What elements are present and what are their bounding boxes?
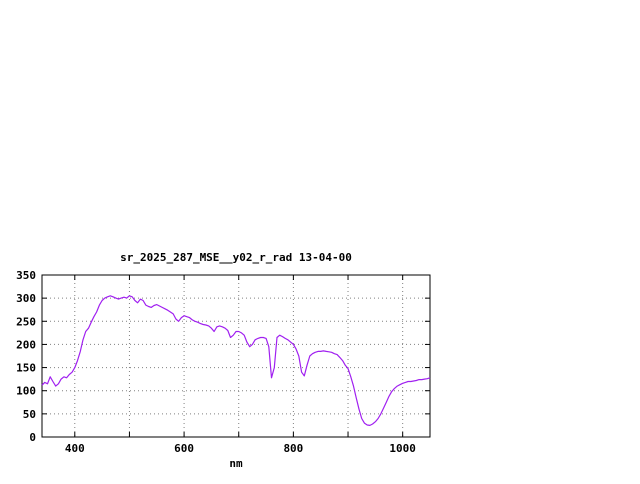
x-tick-label: 1000 — [389, 442, 416, 455]
y-tick-label: 0 — [29, 431, 36, 444]
x-axis-label: nm — [229, 457, 243, 470]
y-tick-label: 50 — [23, 408, 36, 421]
y-tick-label: 150 — [16, 362, 36, 375]
spectrum-line — [41, 295, 431, 426]
x-tick-label: 800 — [283, 442, 303, 455]
y-tick-label: 200 — [16, 338, 36, 351]
chart-title: sr_2025_287_MSE__y02_r_rad 13-04-00 — [120, 251, 352, 264]
y-tick-label: 250 — [16, 315, 36, 328]
y-tick-label: 300 — [16, 292, 36, 305]
chart-plot-group: 0 50 100 150 200 250 300 350 400 600 800 1000 — [16, 269, 431, 455]
x-tick-label: 400 — [65, 442, 85, 455]
y-tick-label: 350 — [16, 269, 36, 282]
plot-border — [41, 274, 431, 438]
x-tick-label: 600 — [174, 442, 194, 455]
y-tick-label: 100 — [16, 385, 36, 398]
